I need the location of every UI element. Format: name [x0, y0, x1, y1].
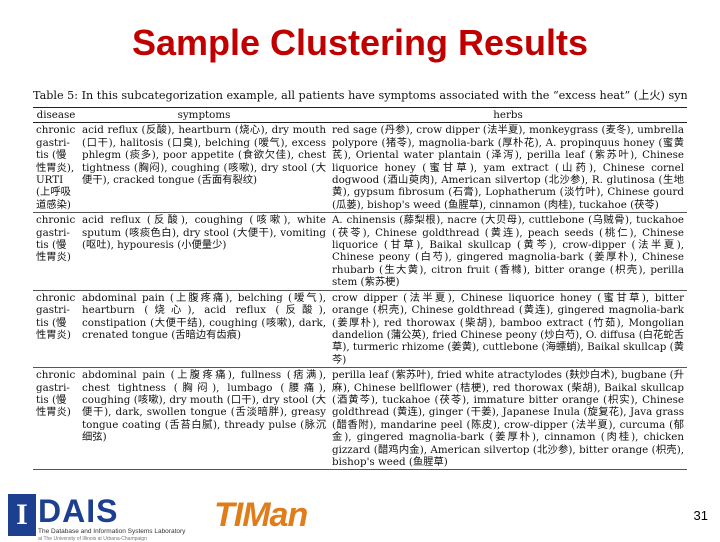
- header-symptoms: symptoms: [177, 109, 231, 121]
- disease-cell: chronic gastri-tis (慢性胃炎): [36, 369, 76, 419]
- page-number: 31: [693, 508, 708, 523]
- header-disease: disease: [36, 109, 76, 121]
- symptoms-cell: abdominal pain (上腹疼痛), fullness (痞满), ch…: [82, 369, 326, 444]
- dais-logo: DAIS The Database and Information System…: [38, 494, 185, 542]
- timan-logo: TIMan: [214, 496, 308, 534]
- header-herbs: herbs: [493, 109, 523, 121]
- symptoms-cell: acid reflux (反酸), coughing (咳嗽), white s…: [82, 214, 326, 252]
- table-header-row: disease symptoms herbs: [33, 107, 687, 123]
- dais-lab-subtitle: at The University of Illinois at Urbana-…: [38, 536, 147, 542]
- dais-logo-icon: I: [8, 494, 36, 536]
- symptoms-cell: abdominal pain (上腹疼痛), belching (嗳气), he…: [82, 291, 326, 341]
- herbs-cell: perilla leaf (紫苏叶), fried white atractyl…: [332, 369, 684, 468]
- table-row: chronic gastri-tis (慢性胃炎) abdominal pain…: [33, 368, 687, 470]
- table-row: chronic gastri-tis (慢性胃炎) abdominal pain…: [33, 290, 687, 368]
- table-row: chronic gastri-tis (慢性胃炎), URTI (上呼吸道感染)…: [33, 123, 687, 213]
- herbs-cell: A. chinensis (藤梨根), nacre (大贝母), cuttleb…: [332, 214, 684, 289]
- results-table: disease symptoms herbs chronic gastri-ti…: [33, 107, 687, 470]
- clustering-results-table: Table 5: In this subcategorization examp…: [33, 88, 687, 480]
- dais-lab-name: The Database and Information Systems Lab…: [38, 528, 186, 535]
- disease-cell: chronic gastri-tis (慢性胃炎), URTI (上呼吸道感染): [36, 124, 76, 211]
- table-row: chronic gastri-tis (慢性胃炎) acid reflux (反…: [33, 213, 687, 291]
- herbs-cell: red sage (丹参), crow dipper (法半夏), monkey…: [332, 124, 684, 211]
- disease-cell: chronic gastri-tis (慢性胃炎): [36, 214, 76, 264]
- slide-title: Sample Clustering Results: [131, 22, 589, 63]
- slide-footer: I DAIS The Database and Information Syst…: [0, 494, 720, 542]
- table-caption: Table 5: In this subcategorization examp…: [33, 89, 687, 102]
- disease-cell: chronic gastri-tis (慢性胃炎): [36, 291, 76, 341]
- symptoms-cell: acid reflux (反酸), heartburn (烧心), dry mo…: [82, 124, 326, 187]
- dais-logo-word: DAIS: [38, 493, 119, 529]
- herbs-cell: crow dipper (法半夏), Chinese liquorice hon…: [332, 291, 684, 366]
